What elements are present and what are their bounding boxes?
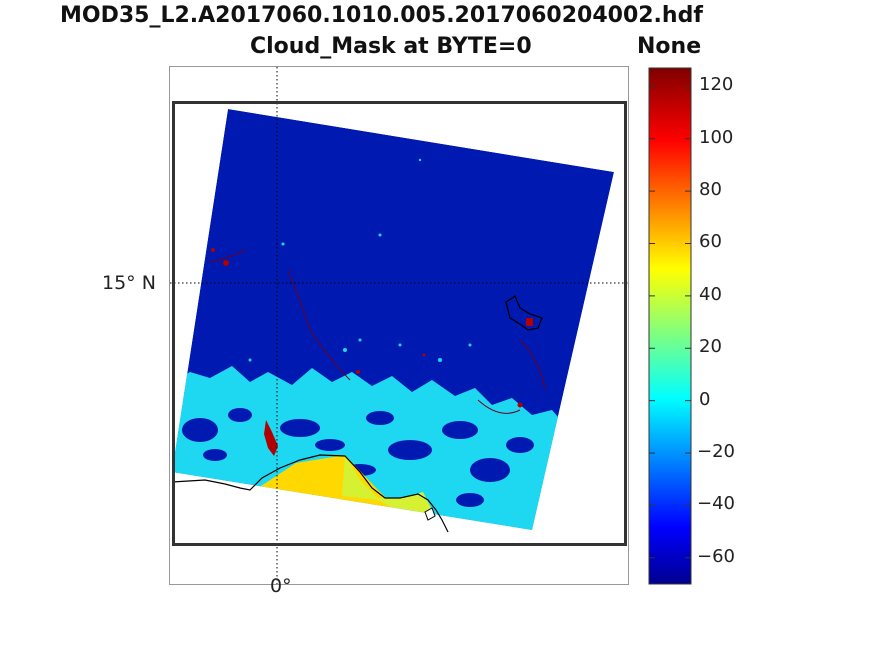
colorbar-tick-label: 40 xyxy=(699,283,722,305)
red-features xyxy=(211,248,533,456)
colorbar-tick-label: −20 xyxy=(697,441,735,463)
colorbar-title: None xyxy=(637,34,702,59)
coastline xyxy=(171,454,449,533)
colorbar-tick-label: 60 xyxy=(699,231,722,253)
title-line-2: Cloud_Mask at BYTE=0 xyxy=(250,34,532,59)
lake-outline xyxy=(424,507,436,521)
clear-patches-in-cloud xyxy=(182,408,534,507)
lake-volta-outline xyxy=(505,295,543,331)
latitude-label: 15° N xyxy=(102,272,156,294)
rivers xyxy=(209,249,546,414)
title-line-1: MOD35_L2.A2017060.1010.005.2017060204002… xyxy=(60,3,703,28)
colorbar-tick-label: 0 xyxy=(699,388,711,410)
colorbar-ticks xyxy=(649,85,691,559)
colorbar-tick-label: 120 xyxy=(699,74,734,96)
colorbar-tick-label: 100 xyxy=(699,126,734,148)
colorbar-tick-label: 20 xyxy=(699,336,722,358)
longitude-label: 0° xyxy=(270,575,292,597)
colorbar xyxy=(648,67,692,585)
map-border xyxy=(172,101,627,546)
sea-green-region xyxy=(342,455,440,522)
cloud-specks xyxy=(248,158,472,362)
colorbar-tick-label: 80 xyxy=(699,179,722,201)
colorbar-tick-label: −60 xyxy=(697,545,735,567)
colorbar-tick-label: −40 xyxy=(697,493,735,515)
